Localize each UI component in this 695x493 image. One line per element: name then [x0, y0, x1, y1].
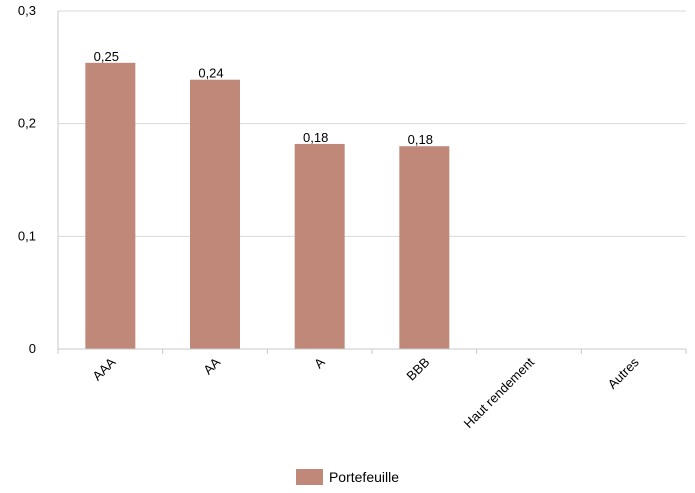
bar-aaa — [85, 62, 136, 350]
x-category-label: AAA — [89, 354, 118, 383]
data-label: 0,24 — [198, 66, 223, 81]
data-label: 0,18 — [303, 130, 328, 145]
legend-swatch-portefeuille — [295, 469, 323, 485]
y-tick-label: 0,2 — [18, 116, 36, 131]
x-category-label: Autres — [605, 354, 643, 392]
grid-layer — [58, 10, 686, 237]
y-tick-label: 0,1 — [18, 228, 36, 243]
data-label: 0,25 — [94, 49, 119, 64]
bar-layer — [85, 62, 450, 350]
x-category-label: AA — [200, 354, 223, 377]
y-tick-label: 0,3 — [18, 3, 36, 18]
legend-label-portefeuille: Portefeuille — [328, 469, 400, 485]
x-category-label: BBB — [403, 355, 432, 384]
bar-a — [294, 143, 345, 349]
data-label: 0,18 — [408, 132, 433, 147]
x-category-label: A — [311, 354, 328, 371]
label-layer: 0,25 AAA 0,24 AA 0,18 A 0,18 BBB Haut rendement A… — [89, 49, 642, 431]
axis-layer: 0 0,1 0,2 0,3 — [18, 3, 687, 356]
y-tick-label: 0 — [29, 341, 36, 356]
legend: Portefeuille — [0, 469, 695, 485]
bar-aa — [190, 79, 240, 349]
bar-bbb — [399, 146, 450, 349]
x-category-label: Haut rendement — [461, 354, 538, 431]
